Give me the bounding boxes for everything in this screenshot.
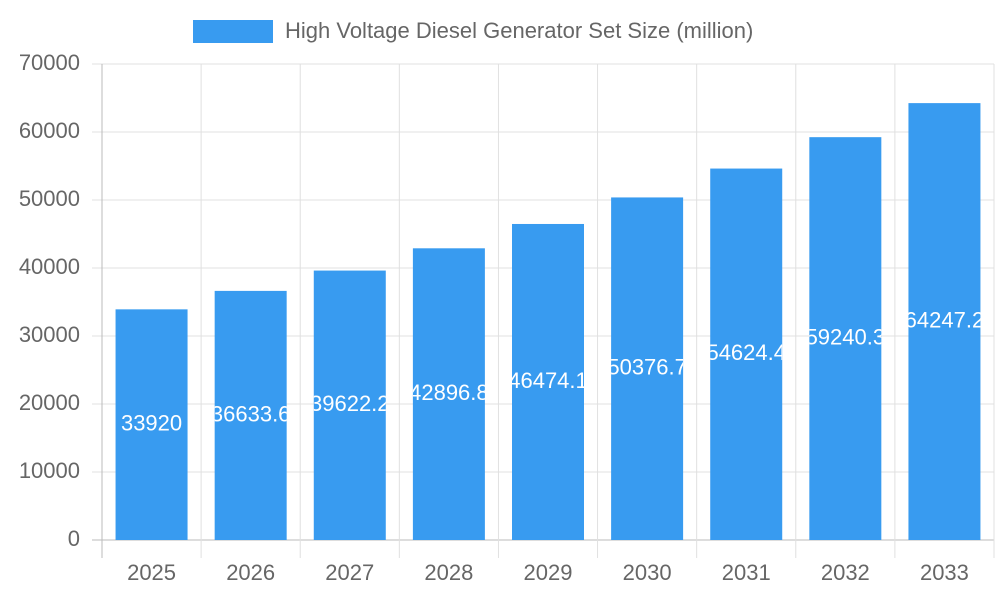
value-label: 64247.2 — [905, 307, 985, 332]
value-label: 39622.2 — [310, 391, 390, 416]
y-tick-label: 40000 — [19, 254, 80, 279]
x-tick-label: 2027 — [325, 560, 374, 585]
bar — [908, 103, 981, 540]
bar — [214, 290, 287, 540]
y-tick-label: 30000 — [19, 322, 80, 347]
value-label: 36633.6 — [211, 401, 291, 426]
y-tick-label: 70000 — [19, 50, 80, 75]
y-tick-label: 20000 — [19, 390, 80, 415]
value-label: 46474.1 — [508, 368, 588, 393]
x-tick-label: 2025 — [127, 560, 176, 585]
x-tick-label: 2026 — [226, 560, 275, 585]
bar — [809, 137, 882, 540]
bar — [115, 309, 188, 540]
y-tick-label: 10000 — [19, 458, 80, 483]
x-tick-label: 2031 — [722, 560, 771, 585]
x-tick-label: 2028 — [424, 560, 473, 585]
bar — [412, 248, 485, 540]
x-tick-label: 2033 — [920, 560, 969, 585]
bar — [611, 197, 684, 540]
y-tick-label: 60000 — [19, 118, 80, 143]
value-label: 50376.7 — [607, 355, 687, 380]
bar — [710, 168, 783, 540]
y-tick-label: 0 — [68, 526, 80, 551]
y-tick-label: 50000 — [19, 186, 80, 211]
legend-label[interactable]: High Voltage Diesel Generator Set Size (… — [285, 18, 753, 43]
value-label: 33920 — [121, 410, 182, 435]
bar — [313, 270, 386, 540]
legend-swatch[interactable] — [193, 20, 273, 43]
value-label: 59240.3 — [806, 324, 886, 349]
x-tick-label: 2029 — [524, 560, 573, 585]
x-tick-label: 2032 — [821, 560, 870, 585]
bar — [512, 223, 584, 540]
value-label: 54624.4 — [706, 340, 786, 365]
value-label: 42896.8 — [409, 380, 489, 405]
x-tick-label: 2030 — [623, 560, 672, 585]
